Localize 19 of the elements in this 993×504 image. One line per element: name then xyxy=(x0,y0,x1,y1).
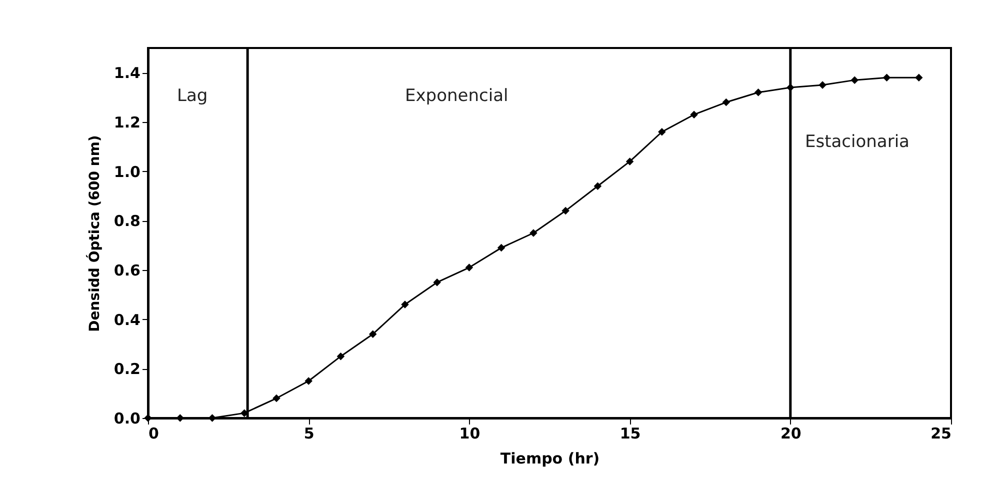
annotation: Lag xyxy=(177,86,208,106)
y-tick-label: 0.8 xyxy=(114,212,140,230)
x-tick-label: 20 xyxy=(780,424,802,442)
x-tick-label: 10 xyxy=(459,424,480,442)
x-tick-label: 0 xyxy=(148,424,159,442)
x-axis-title: Tiempo (hr) xyxy=(500,450,600,468)
y-tick-label: 0.0 xyxy=(114,410,140,428)
y-tick-label: 0.2 xyxy=(114,360,140,378)
y-tick-label: 1.4 xyxy=(114,64,140,82)
y-axis-title: Densidd Óptica (600 nm) xyxy=(86,135,103,332)
y-tick-label: 0.4 xyxy=(114,310,140,329)
y-tick-label: 1.2 xyxy=(114,114,140,132)
annotation: Estacionaria xyxy=(805,132,910,152)
x-tick-label: 25 xyxy=(930,424,952,442)
y-tick-label: 1.0 xyxy=(114,162,140,181)
y-tick-label: 0.6 xyxy=(114,262,140,280)
x-tick-label: 5 xyxy=(304,424,314,442)
annotation: Exponencial xyxy=(405,86,508,106)
x-tick-label: 15 xyxy=(620,424,641,442)
